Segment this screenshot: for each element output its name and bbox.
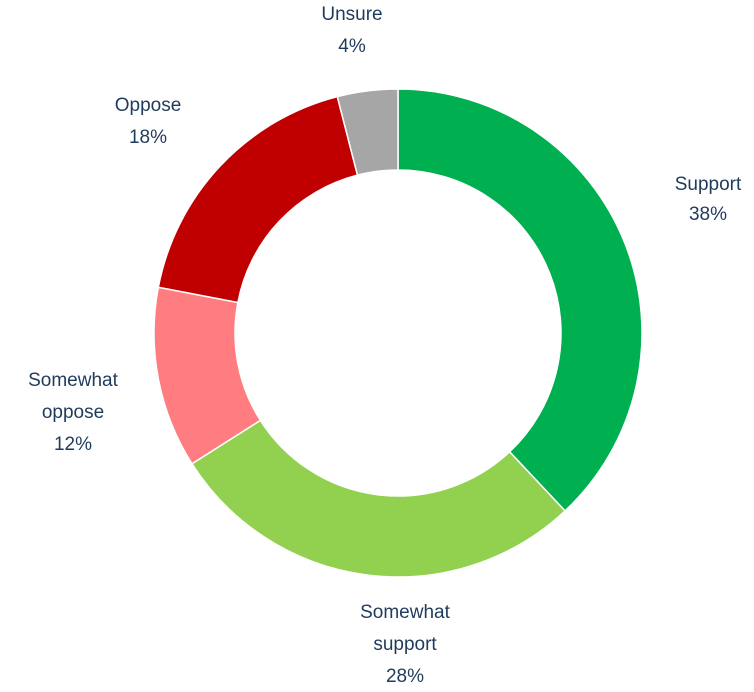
data-label-somewhat-oppose: Somewhat oppose 12% [28,370,118,455]
slice-oppose [157,95,359,304]
donut-slices [153,88,643,578]
data-label-support: Support 38% [675,174,742,225]
slice-unsure [336,88,399,177]
data-label-unsure: Unsure 4% [321,4,382,57]
slice-support [397,88,643,512]
data-label-somewhat-support: Somewhat support 28% [360,602,450,687]
slice-somewhat-support [190,419,567,578]
slice-labels: Support 38% Somewhat support 28% Somewhat oppo… [28,4,742,687]
data-label-oppose: Oppose 18% [115,95,182,148]
